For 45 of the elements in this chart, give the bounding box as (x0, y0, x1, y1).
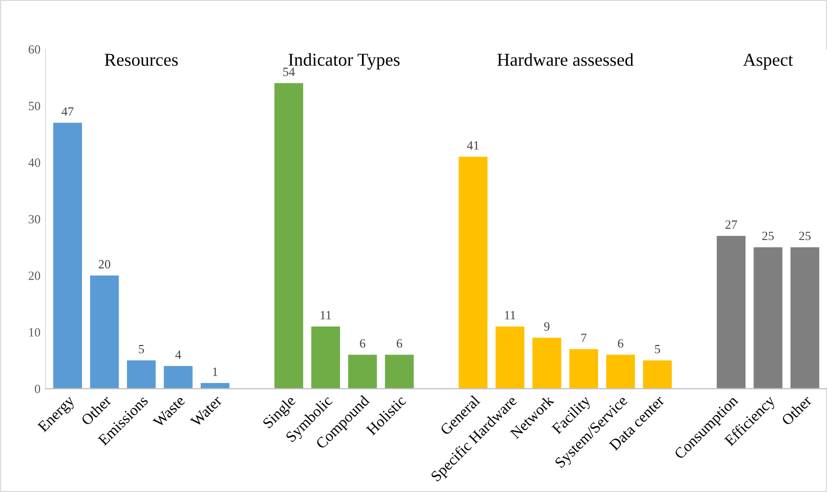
bar (385, 354, 414, 389)
data-label: 25 (799, 232, 811, 240)
data-label: 54 (283, 68, 295, 76)
data-label: 5 (655, 345, 660, 354)
bar (790, 247, 820, 389)
y-tick-label: 50 (28, 102, 40, 110)
bar (90, 276, 119, 389)
data-label: 20 (98, 260, 110, 268)
data-label: 11 (505, 311, 516, 320)
data-label: 1 (213, 368, 218, 376)
bar (274, 83, 304, 389)
bar (348, 354, 377, 389)
data-label: 6 (396, 339, 402, 348)
bar (311, 326, 340, 389)
annotation: Resources (104, 54, 178, 66)
bar (496, 326, 524, 389)
data-label: 6 (618, 339, 624, 348)
data-label: 41 (467, 141, 479, 150)
bar (716, 236, 746, 389)
data-label: 27 (725, 220, 738, 229)
bar (126, 360, 156, 389)
annotation: Hardware assessed (497, 53, 634, 66)
y-tick-label: 10 (29, 328, 40, 337)
bar (53, 122, 82, 389)
bar (164, 366, 193, 389)
annotation: Aspect (743, 54, 793, 70)
y-tick-label: 20 (28, 272, 40, 280)
bar (606, 354, 635, 389)
bar (643, 360, 672, 389)
data-label: 7 (581, 334, 586, 342)
bar (532, 338, 562, 389)
data-label: 4 (175, 350, 182, 359)
bar (754, 247, 782, 389)
data-label: 11 (320, 311, 331, 320)
y-tick-label: 40 (28, 158, 40, 167)
data-label: 5 (138, 345, 144, 354)
y-tick-label: 30 (28, 214, 40, 224)
bar (458, 156, 488, 389)
data-label: 47 (62, 107, 74, 116)
data-label: 9 (544, 322, 550, 331)
y-tick-label: 0 (34, 384, 40, 394)
bar (569, 349, 598, 389)
data-label: 25 (762, 232, 774, 240)
y-tick-label: 60 (28, 45, 40, 54)
data-label: 6 (360, 339, 366, 348)
